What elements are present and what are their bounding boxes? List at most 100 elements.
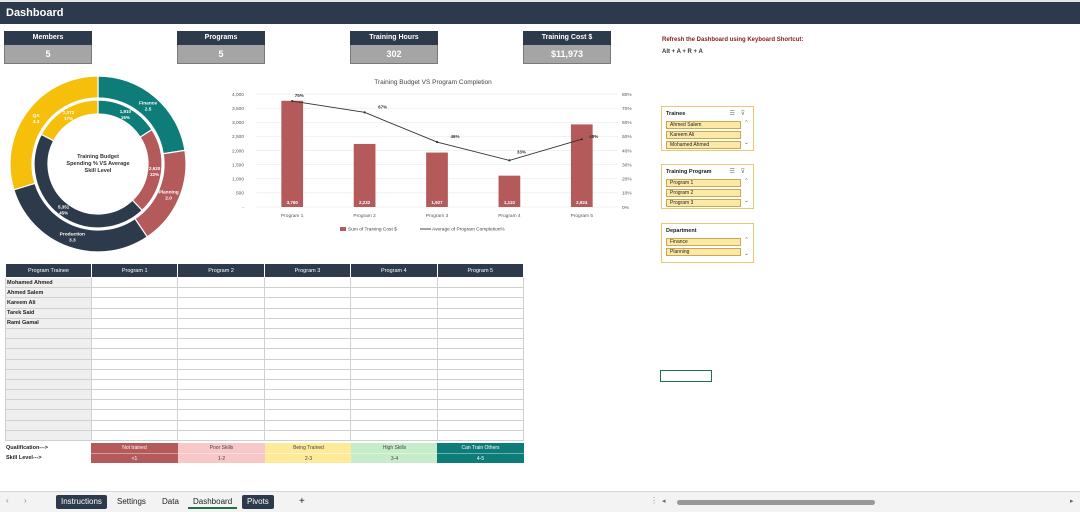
skill-cell[interactable] [263, 378, 352, 391]
skill-cell[interactable] [90, 307, 179, 319]
skill-cell[interactable] [177, 297, 265, 309]
skill-cell[interactable] [90, 389, 179, 401]
trainee-name-cell[interactable]: Tarek Said [5, 307, 92, 319]
skill-cell[interactable] [263, 348, 352, 360]
skill-cell[interactable] [436, 348, 525, 360]
next-sheet-icon[interactable]: › [24, 496, 27, 505]
skill-cell[interactable] [350, 358, 438, 370]
trainee-name-cell[interactable] [5, 419, 92, 431]
skill-cell[interactable] [263, 287, 352, 299]
skill-cell[interactable] [90, 429, 179, 442]
skill-cell[interactable] [263, 358, 352, 370]
skill-cell[interactable] [436, 307, 525, 319]
skill-cell[interactable] [90, 276, 179, 289]
slicer-scrollbar[interactable]: ⌃ ⌄ [743, 237, 750, 257]
column-header[interactable]: Program 5 [436, 263, 525, 278]
bar-1[interactable] [281, 100, 304, 207]
chevron-up-icon[interactable]: ⌃ [744, 237, 749, 243]
skill-cell[interactable] [350, 368, 438, 380]
selected-cell[interactable] [660, 370, 712, 382]
skill-cell[interactable] [177, 399, 265, 411]
skill-cell[interactable] [177, 276, 265, 289]
trainee-name-cell[interactable] [5, 358, 92, 370]
bar-4[interactable] [498, 175, 521, 207]
skill-cell[interactable] [350, 327, 438, 340]
prev-sheet-icon[interactable]: ‹ [6, 496, 9, 505]
column-header[interactable]: Program 3 [263, 263, 352, 278]
slicer-item[interactable]: Program 1 [666, 178, 741, 187]
donut-outer-slice-qa[interactable] [10, 76, 99, 191]
skill-cell[interactable] [436, 389, 525, 401]
skill-cell[interactable] [350, 389, 438, 401]
skill-cell[interactable] [436, 358, 525, 370]
skill-cell[interactable] [350, 307, 438, 319]
skill-cell[interactable] [263, 389, 352, 401]
tab-data[interactable]: Data [162, 497, 179, 506]
slicer-scrollbar[interactable]: ⌃ ⌄ [743, 178, 750, 204]
chevron-down-icon[interactable]: ⌄ [744, 198, 749, 204]
skill-cell[interactable] [263, 327, 352, 340]
trainee-name-cell[interactable]: Rami Gamal [5, 317, 92, 329]
column-header[interactable]: Program 4 [350, 263, 438, 278]
slicer-filter-icons[interactable]: ☰ ⊽ [729, 111, 747, 117]
skill-cell[interactable] [436, 409, 525, 421]
slicer-item[interactable]: Mohamed Ahmed [666, 140, 741, 149]
chevron-down-icon[interactable]: ⌄ [744, 251, 749, 257]
skill-cell[interactable] [436, 399, 525, 411]
skill-cell[interactable] [263, 368, 352, 380]
skill-cell[interactable] [90, 409, 179, 421]
skill-cell[interactable] [263, 409, 352, 421]
line-point[interactable] [435, 140, 439, 144]
skill-cell[interactable] [263, 297, 352, 309]
skill-cell[interactable] [350, 297, 438, 309]
slicer-trainee[interactable]: Trainee ☰ ⊽ Ahmed Salem Kareem Ali Moham… [661, 106, 754, 151]
legend-entry-completion[interactable]: Average of Program Completion% [432, 227, 505, 233]
slicer-item[interactable]: Program 2 [666, 188, 741, 197]
skill-cell[interactable] [90, 368, 179, 380]
bar-2[interactable] [353, 143, 376, 207]
skill-cell[interactable] [436, 429, 525, 442]
skill-cell[interactable] [177, 307, 265, 319]
slicer-item[interactable]: Program 3 [666, 198, 741, 207]
skill-cell[interactable] [177, 378, 265, 391]
skill-cell[interactable] [350, 338, 438, 350]
tab-instructions[interactable]: Instructions [56, 495, 107, 509]
skill-cell[interactable] [90, 317, 179, 329]
skill-cell[interactable] [177, 338, 265, 350]
donut-chart[interactable]: Training Budget Spending % VS Average Skil… [10, 76, 190, 252]
skill-cell[interactable] [177, 419, 265, 431]
trainee-name-cell[interactable]: Ahmed Salem [5, 287, 92, 299]
trainee-name-cell[interactable] [5, 368, 92, 380]
skill-cell[interactable] [350, 348, 438, 360]
chevron-up-icon[interactable]: ⌃ [744, 178, 749, 184]
skill-cell[interactable] [90, 348, 179, 360]
add-sheet-button[interactable]: + [299, 496, 305, 507]
chevron-down-icon[interactable]: ⌄ [744, 140, 749, 146]
skill-cell[interactable] [436, 317, 525, 329]
skill-cell[interactable] [90, 358, 179, 370]
slicer-scrollbar[interactable]: ⌃ ⌄ [743, 120, 750, 146]
tab-pivots[interactable]: Pivots [242, 495, 274, 509]
skill-cell[interactable] [263, 419, 352, 431]
skill-cell[interactable] [177, 409, 265, 421]
slicer-item[interactable]: Ahmed Salem [666, 120, 741, 129]
scroll-left-icon[interactable]: ◂ [662, 498, 666, 505]
skill-cell[interactable] [263, 429, 352, 442]
line-point[interactable] [580, 138, 583, 141]
scroll-right-icon[interactable]: ▸ [1070, 498, 1074, 505]
more-options-icon[interactable]: ⋮ [650, 496, 658, 505]
tab-settings[interactable]: Settings [117, 497, 146, 506]
skill-cell[interactable] [436, 327, 525, 340]
tab-dashboard[interactable]: Dashboard [188, 495, 238, 509]
trainee-name-cell[interactable]: Kareem Ali [5, 297, 92, 309]
skill-cell[interactable] [177, 348, 265, 360]
skill-cell[interactable] [350, 409, 438, 421]
skill-cell[interactable] [263, 338, 352, 350]
skill-cell[interactable] [177, 429, 265, 442]
skill-cell[interactable] [90, 378, 179, 391]
skill-cell[interactable] [436, 378, 525, 391]
trainee-name-cell[interactable] [5, 389, 92, 401]
skill-cell[interactable] [90, 419, 179, 431]
skill-cell[interactable] [90, 338, 179, 350]
skill-cell[interactable] [177, 389, 265, 401]
